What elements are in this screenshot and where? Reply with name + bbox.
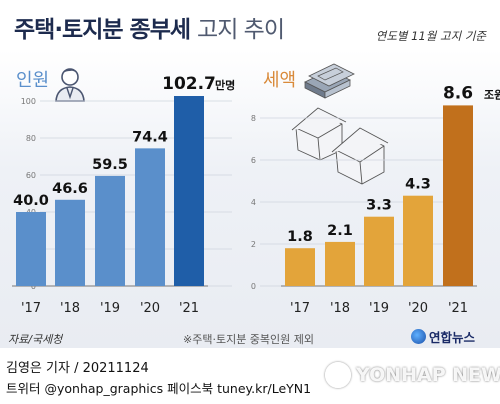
yonhap-watermark: YONHAP NEWS (325, 358, 500, 392)
people-data-label: 74.4 (132, 129, 168, 145)
yonhap-logo-icon (411, 328, 426, 344)
people-x-tick-label: '18 (60, 301, 80, 316)
chart-title: 주택·토지분 종부세 고지 추이 (14, 10, 285, 44)
tax-x-tick-label: '20 (408, 301, 428, 316)
tax-data-label: 8.6 (443, 83, 473, 103)
tax-bar (285, 248, 315, 286)
tax-chart-title: 세액 (263, 70, 297, 91)
tax-y-tick-label: 2 (251, 240, 256, 249)
bar-charts: 02040608010040.0'1746.6'1859.5'1974.4'20… (12, 63, 500, 316)
people-unit-label: 만명 (215, 78, 235, 92)
people-data-label: 46.6 (52, 181, 88, 197)
people-y-tick-label: 60 (26, 171, 36, 180)
money-stack-icon (304, 63, 355, 99)
tax-bar (364, 216, 394, 286)
title-bold: 주택·토지분 종부세 (14, 17, 191, 43)
tax-data-label: 2.1 (327, 223, 353, 239)
tax-data-label: 1.8 (287, 229, 313, 245)
title-light: 고지 추이 (197, 17, 285, 43)
people-y-tick-label: 100 (21, 97, 36, 106)
people-x-tick-label: '19 (100, 301, 120, 316)
people-bar (16, 212, 46, 286)
yonhap-logo: 연합뉴스 (411, 327, 475, 345)
people-x-tick-label: '20 (140, 301, 160, 316)
people-x-tick-label: '21 (179, 301, 199, 316)
tax-x-tick-label: '17 (290, 301, 310, 316)
tax-unit-label: 조원 (484, 87, 500, 101)
watermark-text: YONHAP NEWS (356, 364, 500, 386)
people-bar (95, 175, 125, 286)
people-bar (55, 199, 85, 286)
source-credit: 자료/국세청 (8, 333, 63, 346)
tax-x-tick-label: '21 (448, 301, 468, 316)
watermark-logo-icon (325, 362, 351, 388)
people-data-label: 102.7 (162, 74, 216, 94)
tax-y-tick-label: 6 (251, 156, 256, 165)
houses-icon (291, 107, 389, 185)
tax-bar (325, 241, 355, 286)
tax-y-tick-label: 4 (251, 198, 256, 207)
people-data-label: 59.5 (92, 157, 128, 173)
people-y-tick-label: 80 (26, 134, 36, 143)
byline: 김영은 기자 / 20211124 (6, 361, 149, 376)
people-chart-title: 인원 (16, 70, 50, 91)
basis-note: 연도별 11월 고지 기준 (375, 29, 486, 43)
tax-bar (403, 195, 433, 286)
tax-bar (443, 105, 473, 287)
people-bar (135, 148, 165, 286)
tax-data-label: 3.3 (366, 198, 392, 214)
tax-x-tick-label: '18 (330, 301, 350, 316)
people-x-tick-label: '17 (21, 301, 41, 316)
tax-x-tick-label: '19 (369, 301, 389, 316)
person-icon (55, 68, 85, 102)
people-data-label: 40.0 (13, 193, 49, 209)
social-links: 트위터 @yonhap_graphics 페이스북 tuney.kr/LeYN1 (6, 381, 312, 396)
brand-name: 연합뉴스 (429, 329, 476, 345)
chart-panel (0, 0, 500, 348)
tax-y-tick-label: 8 (251, 114, 256, 123)
tax-y-tick-label: 0 (251, 282, 256, 291)
footnote: ※주택·토지분 중복인원 제외 (183, 333, 315, 346)
tax-data-label: 4.3 (405, 177, 431, 193)
people-bar (174, 96, 204, 286)
